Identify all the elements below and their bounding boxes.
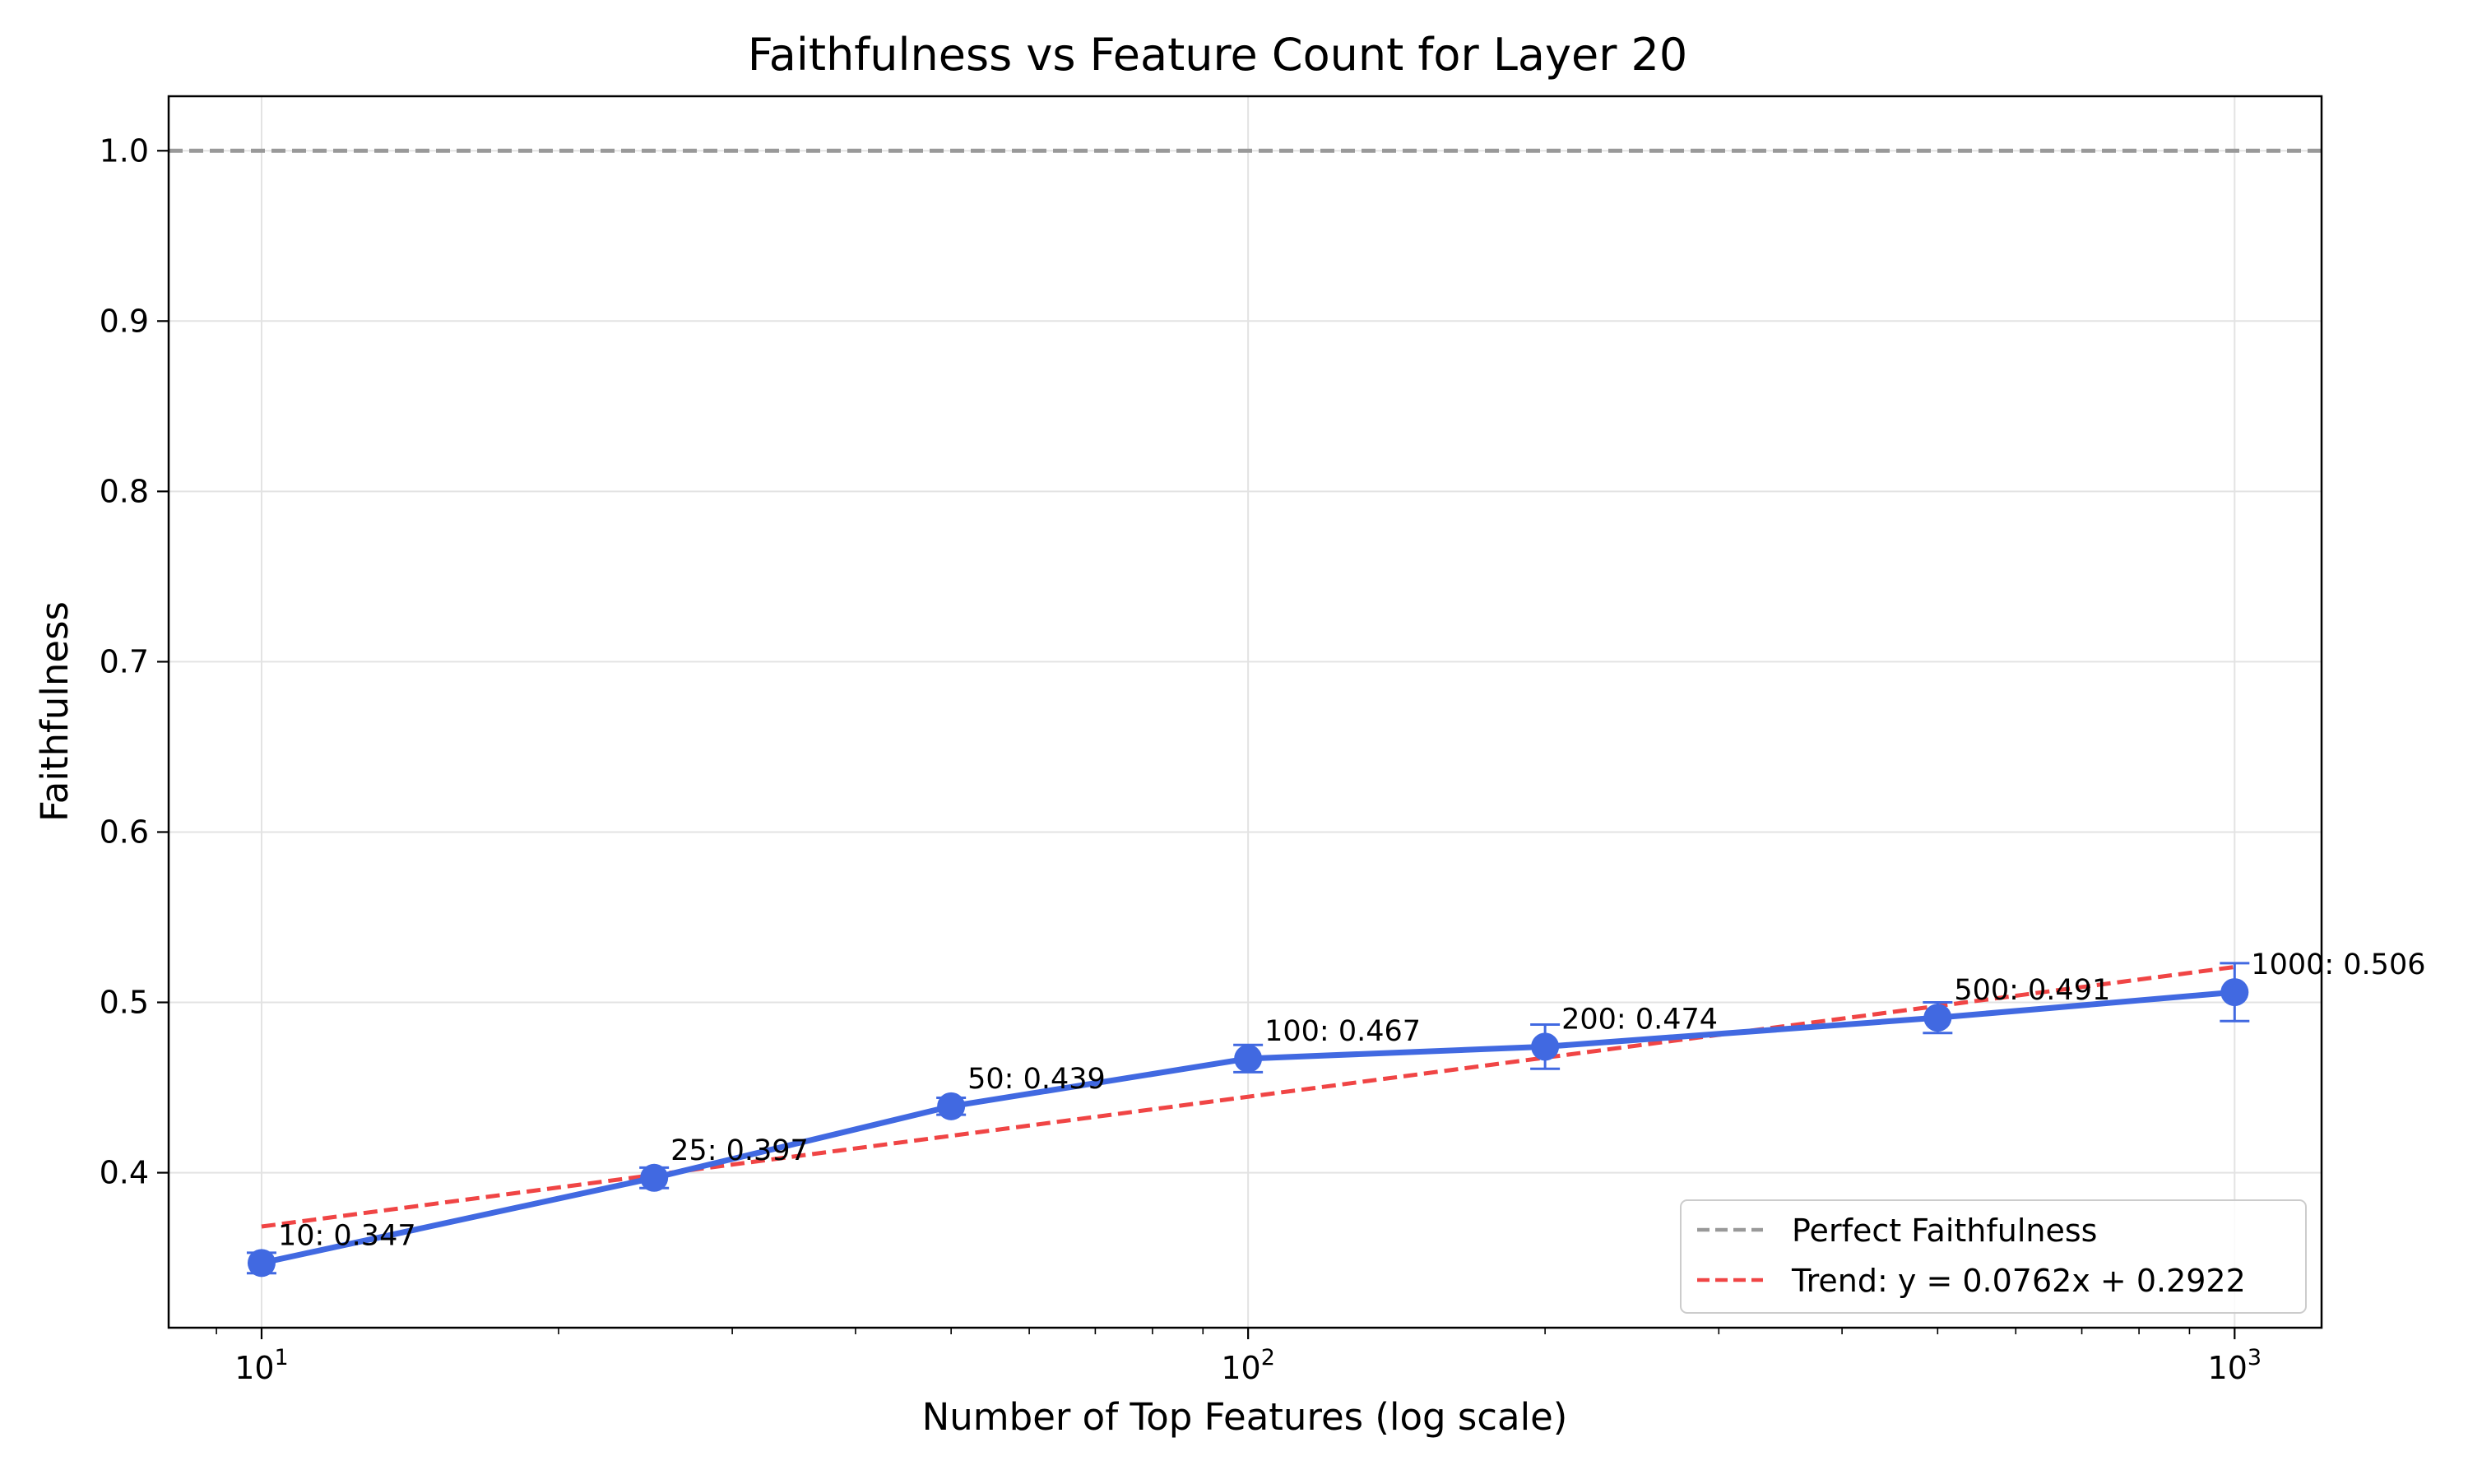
y-tick-label: 0.7	[100, 643, 149, 679]
data-label: 200: 0.474	[1561, 1003, 1718, 1036]
y-tick-label: 0.6	[100, 814, 149, 850]
y-tick-label: 1.0	[100, 132, 149, 169]
data-label: 50: 0.439	[967, 1063, 1106, 1096]
y-tick-label: 0.4	[100, 1155, 149, 1191]
legend-label-trend: Trend: y = 0.0762x + 0.2922	[1791, 1263, 2246, 1299]
series-layer	[246, 962, 2250, 1278]
trend-line-layer	[261, 964, 2235, 1229]
x-tick-label: 102	[1221, 1345, 1275, 1386]
y-axis-label: Faithfulness	[33, 601, 77, 822]
chart-title: Faithfulness vs Feature Count for Layer …	[748, 29, 1688, 81]
x-tick-label: 103	[2208, 1345, 2262, 1386]
trend-line	[261, 964, 2235, 1229]
data-label: 1000: 0.506	[2251, 948, 2425, 981]
data-label: 25: 0.397	[670, 1134, 809, 1167]
legend: Perfect Faithfulness Trend: y = 0.0762x …	[1680, 1199, 2307, 1314]
data-point	[640, 1163, 669, 1192]
data-label: 100: 0.467	[1264, 1015, 1421, 1048]
data-point	[1531, 1032, 1560, 1061]
axis-layer: 101 102 103 0.4 0.5 0.6 0.7 0.8 0.9 1.0	[100, 132, 2262, 1386]
plot-frame	[167, 95, 2323, 1329]
legend-label-perfect-faithfulness: Perfect Faithfulness	[1792, 1213, 2097, 1249]
data-label: 10: 0.347	[278, 1219, 416, 1252]
legend-box	[1680, 1199, 2307, 1314]
x-axis-label: Number of Top Features (log scale)	[922, 1395, 1568, 1439]
y-tick-label: 0.9	[100, 303, 149, 339]
y-tick-label: 0.8	[100, 473, 149, 509]
x-tick-label: 101	[234, 1345, 289, 1386]
data-point	[937, 1092, 966, 1120]
data-point	[1234, 1044, 1263, 1073]
data-point	[2220, 978, 2249, 1007]
data-label: 500: 0.491	[1954, 974, 2110, 1007]
data-point	[1923, 1004, 1952, 1032]
y-tick-label: 0.5	[100, 985, 149, 1021]
annotation-layer: 10: 0.347 25: 0.397 50: 0.439 100: 0.467 200…	[278, 948, 2426, 1252]
data-point	[247, 1249, 276, 1278]
